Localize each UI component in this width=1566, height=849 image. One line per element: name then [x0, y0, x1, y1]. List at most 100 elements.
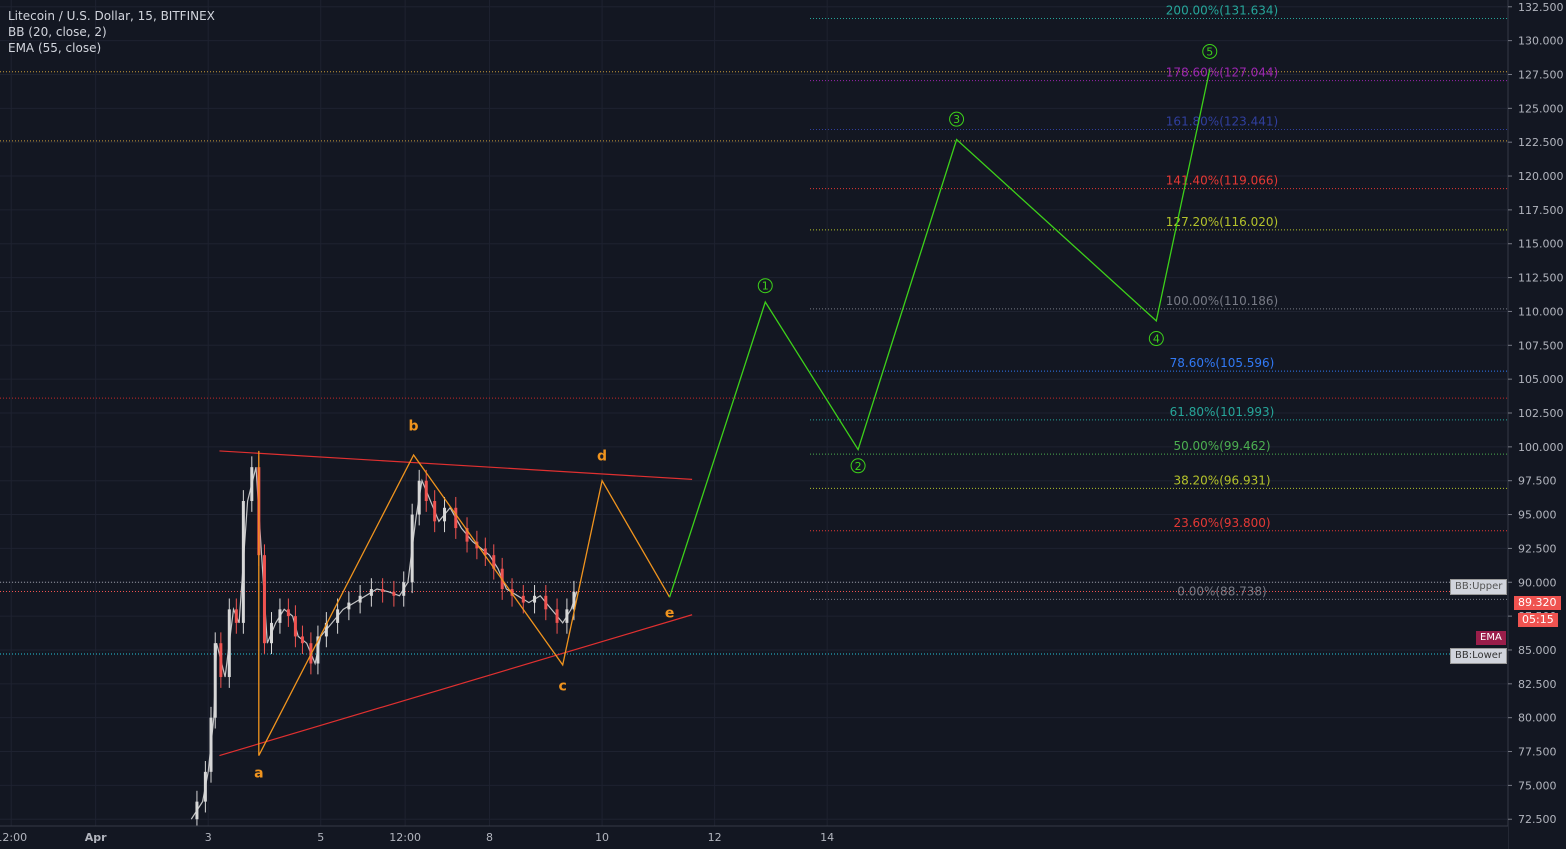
y-tick-label: 97.500 [1518, 475, 1557, 488]
wave-circle-5 [1202, 43, 1218, 59]
candle-body [417, 480, 421, 515]
fib-level-label: 100.00%(110.186) [1166, 294, 1278, 308]
fib-level-label: 161.80%(123.441) [1166, 114, 1278, 128]
candle-body [392, 591, 396, 596]
time-axis[interactable] [0, 826, 1508, 849]
y-tick-label: 105.000 [1518, 373, 1564, 386]
fib-level-label: 38.20%(96.931) [1173, 473, 1270, 487]
y-tick-label: 127.500 [1518, 68, 1564, 81]
y-tick-label: 100.000 [1518, 441, 1564, 454]
y-tick-label: 120.000 [1518, 170, 1564, 183]
candle-body [433, 501, 437, 522]
countdown-tag: 05:15 [1518, 613, 1558, 627]
wave-label-2: 2 [855, 460, 862, 473]
candle-body [300, 636, 304, 644]
candle-body [269, 622, 273, 644]
wave-label-1: 1 [762, 280, 769, 293]
y-tick-label: 72.500 [1518, 813, 1557, 826]
y-tick-label: 130.000 [1518, 35, 1564, 48]
candle-body [443, 507, 447, 522]
x-tick-label: 14 [820, 831, 834, 844]
fib-level-label: 200.00%(131.634) [1166, 3, 1278, 17]
candle-body [381, 589, 385, 592]
bb-lower-tag: BB:Lower [1450, 648, 1508, 664]
fib-level-label: 178.60%(127.044) [1166, 66, 1278, 80]
candle-body [555, 609, 559, 623]
y-tick-label: 125.000 [1518, 102, 1564, 115]
abcde-wave-line[interactable] [258, 450, 671, 756]
y-tick-label: 112.500 [1518, 272, 1564, 285]
candle-body [336, 609, 340, 623]
wave-label-c: c [559, 679, 567, 695]
candle-body [454, 507, 458, 529]
impulse-wave-line[interactable] [668, 68, 1211, 598]
candle-body [424, 480, 428, 502]
candle-body [219, 643, 223, 678]
x-tick-label: 10 [595, 831, 609, 844]
y-tick-label: 82.500 [1518, 678, 1557, 691]
y-tick-label: 75.000 [1518, 779, 1557, 792]
y-tick-label: 117.500 [1518, 204, 1564, 217]
candle-body [203, 771, 207, 802]
candle-body [293, 616, 297, 637]
fib-level-label: 141.40%(119.066) [1166, 174, 1278, 188]
y-tick-label: 107.500 [1518, 339, 1564, 352]
x-tick-label: 8 [486, 831, 493, 844]
fib-level-label: 23.60%(93.800) [1173, 516, 1270, 530]
ema-tag: EMA [1476, 631, 1506, 645]
x-tick-label: 12:00 [389, 831, 421, 844]
triangle-lower-line[interactable] [219, 614, 693, 757]
fib-level-label: 78.60%(105.596) [1170, 356, 1275, 370]
candle-body [402, 582, 406, 596]
wave-label-a: a [254, 765, 263, 781]
y-tick-label: 77.500 [1518, 746, 1557, 759]
candle-body [521, 595, 525, 603]
fib-level-label: 61.80%(101.993) [1170, 405, 1275, 419]
candle-body [358, 595, 362, 603]
wave-circle-1 [757, 278, 773, 294]
candle-body [369, 589, 373, 596]
price-series-line [190, 467, 578, 820]
x-tick-label: 12:00 [0, 831, 27, 844]
candle-body [195, 801, 199, 820]
candle-body [241, 501, 245, 623]
y-tick-label: 85.000 [1518, 644, 1557, 657]
candle-body [213, 643, 217, 718]
wave-label-b: b [409, 419, 419, 435]
candle-body [483, 548, 487, 556]
y-tick-label: 92.500 [1518, 542, 1557, 555]
candle-body [262, 555, 266, 644]
y-tick-label: 115.000 [1518, 238, 1564, 251]
x-tick-label: 12 [708, 831, 722, 844]
wave-circle-2 [850, 458, 866, 474]
wave-label-5: 5 [1206, 45, 1213, 58]
y-tick-label: 80.000 [1518, 712, 1557, 725]
candle-body [410, 514, 414, 583]
candle-body [465, 528, 469, 542]
candle-body [544, 595, 548, 610]
candle-body [533, 595, 537, 603]
bb-upper-tag: BB:Upper [1450, 579, 1508, 595]
candle-body [572, 591, 576, 610]
bb-indicator-label[interactable]: BB (20, close, 2) [8, 25, 107, 39]
candle-body [278, 609, 282, 623]
candle-body [234, 609, 238, 623]
candle-body [209, 717, 213, 772]
fib-level-label: 127.20%(116.020) [1166, 215, 1278, 229]
price-axis[interactable] [1508, 0, 1566, 849]
y-tick-label: 110.000 [1518, 305, 1564, 318]
symbol-title[interactable]: Litecoin / U.S. Dollar, 15, BITFINEX [8, 9, 215, 23]
triangle-upper-line[interactable] [219, 450, 693, 480]
fib-level-label: 0.00%(88.738) [1177, 584, 1266, 598]
candle-body [286, 609, 290, 617]
candle-body [227, 609, 231, 678]
wave-label-3: 3 [953, 113, 960, 126]
fib-level-label: 50.00%(99.462) [1173, 439, 1270, 453]
ema-indicator-label[interactable]: EMA (55, close) [8, 41, 102, 55]
chart-legend: Litecoin / U.S. Dollar, 15, BITFINEX BB … [8, 8, 215, 56]
candle-body [324, 622, 328, 637]
y-tick-label: 90.000 [1518, 576, 1557, 589]
wave-circle-4 [1148, 331, 1164, 347]
